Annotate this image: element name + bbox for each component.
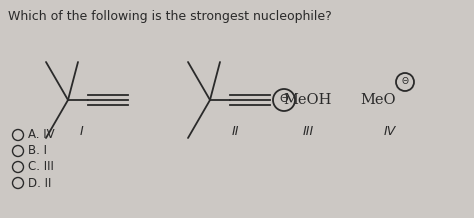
Text: IV: IV — [384, 125, 396, 138]
Text: Which of the following is the strongest nucleophile?: Which of the following is the strongest … — [8, 10, 332, 23]
Text: Θ: Θ — [401, 77, 409, 86]
Text: C. III: C. III — [28, 160, 54, 174]
Text: II: II — [231, 125, 239, 138]
Text: Θ: Θ — [280, 94, 288, 104]
Text: MeO: MeO — [360, 93, 396, 107]
Text: MeOH: MeOH — [284, 93, 332, 107]
Text: D. II: D. II — [28, 177, 51, 189]
Text: III: III — [302, 125, 314, 138]
Text: A. IV: A. IV — [28, 128, 55, 141]
Text: B. I: B. I — [28, 145, 47, 157]
Text: I: I — [80, 125, 84, 138]
